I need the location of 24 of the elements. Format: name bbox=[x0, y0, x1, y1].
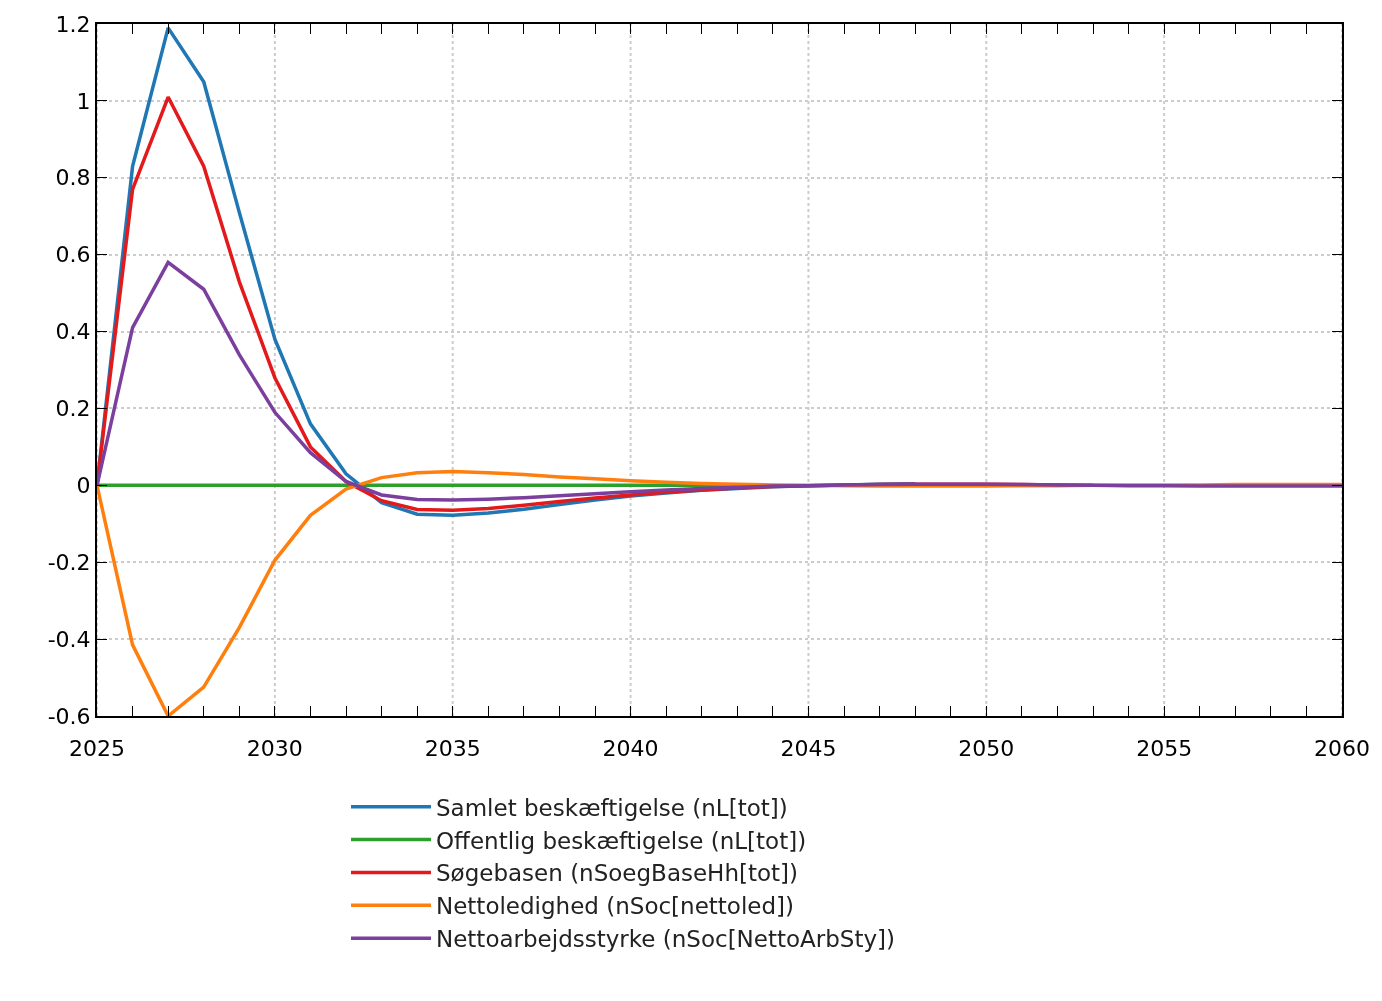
x-tick-label: 2045 bbox=[780, 736, 837, 762]
y-tick-label: 0.2 bbox=[55, 396, 91, 422]
y-tick-label: 0 bbox=[76, 473, 91, 499]
legend-label: Offentlig beskæftigelse (nL[tot]) bbox=[436, 827, 807, 854]
y-tick-label: 0.8 bbox=[55, 165, 91, 191]
x-tick-label: 2050 bbox=[958, 736, 1015, 762]
legend-label: Samlet beskæftigelse (nL[tot]) bbox=[436, 794, 788, 821]
x-tick-label: 2035 bbox=[424, 736, 481, 762]
legend-label: Nettoledighed (nSoc[nettoled]) bbox=[436, 893, 794, 920]
x-tick-label: 2055 bbox=[1136, 736, 1193, 762]
y-tick-label: -0.6 bbox=[47, 703, 91, 729]
line-series bbox=[97, 260, 1342, 502]
y-tick-label: 1.2 bbox=[55, 11, 91, 37]
legend-label: Nettoarbejdsstyrke (nSoc[NettoArbSty]) bbox=[436, 926, 896, 953]
legend-label: Søgebasen (nSoegBaseHh[tot]) bbox=[436, 860, 799, 887]
y-tick-label: -0.4 bbox=[47, 626, 91, 652]
y-tick-label: 0.4 bbox=[55, 319, 91, 345]
y-tick-label: 1 bbox=[76, 88, 91, 114]
y-tick-label: -0.2 bbox=[47, 549, 91, 575]
x-tick-label: 2025 bbox=[69, 736, 125, 762]
x-tick-label: 2040 bbox=[602, 736, 659, 762]
x-tick-label: 2060 bbox=[1314, 736, 1370, 762]
x-tick-label: 2030 bbox=[246, 736, 303, 762]
y-tick-label: 0.6 bbox=[55, 242, 91, 268]
